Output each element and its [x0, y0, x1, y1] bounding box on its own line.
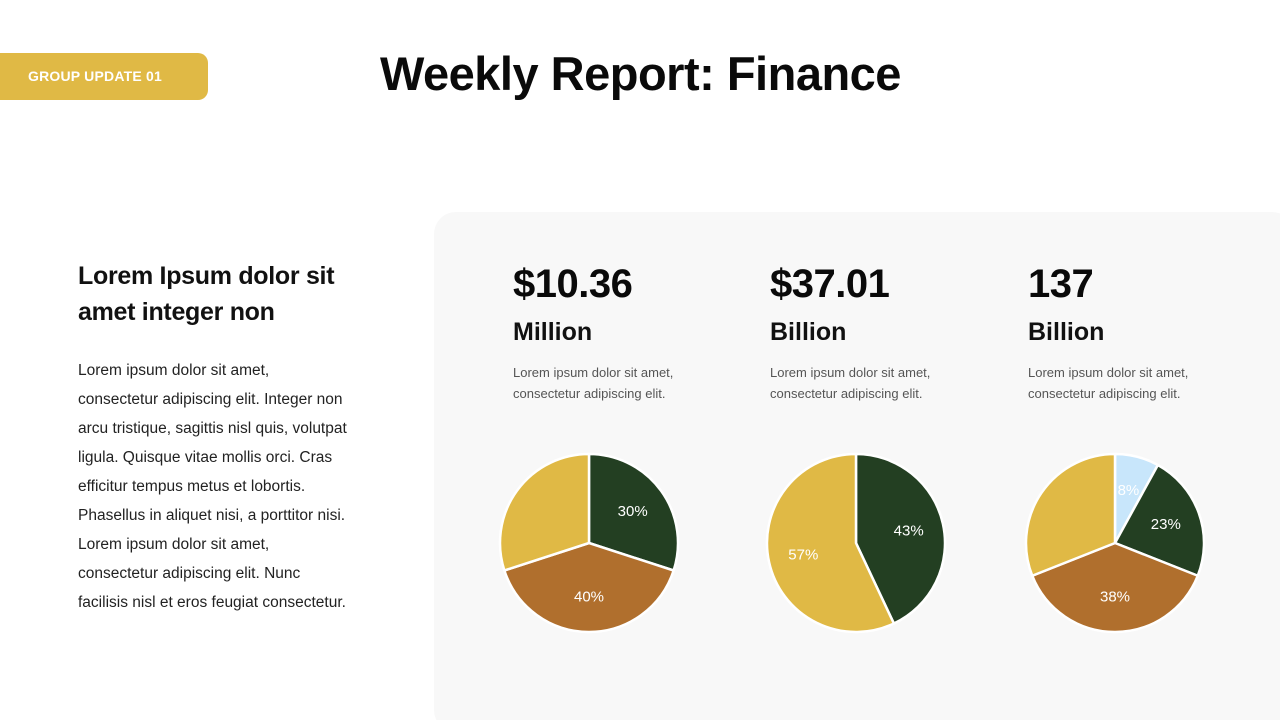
stat-unit: Million: [513, 318, 593, 346]
stat-description: Lorem ipsum dolor sit amet, consectetur …: [770, 365, 931, 401]
pie-slice-3: [1031, 541, 1199, 634]
page-title: Weekly Report: Finance: [380, 47, 901, 100]
stat-value: $10.36: [513, 262, 633, 306]
pie-slice-label: 38%: [1100, 589, 1130, 606]
stat-unit: Billion: [1028, 318, 1105, 346]
stat-unit: Billion: [770, 318, 847, 346]
pie-slice-1: [587, 452, 680, 572]
stat-description: Lorem ipsum dolor sit amet, consectetur …: [1028, 365, 1189, 401]
stat-description: Lorem ipsum dolor sit amet, consectetur …: [513, 365, 674, 401]
pie-slice-2: [765, 452, 896, 634]
intro-heading: Lorem Ipsum dolor sit amet integer non: [78, 262, 335, 326]
pie-slice-label: 23%: [1151, 516, 1181, 533]
intro-body: Lorem ipsum dolor sit amet, consectetur …: [78, 362, 347, 611]
pie-slice-label: 57%: [788, 546, 818, 563]
pie-slice-2: [503, 541, 675, 634]
pie-chart-1: 30% 40%: [498, 452, 680, 634]
pie-slice-4: [1024, 452, 1117, 578]
stat-column-3: 137 Billion Lorem ipsum dolor sit amet, …: [1028, 256, 1248, 404]
pie-slice-2: [1113, 463, 1206, 578]
pie-slice-label: 43%: [894, 523, 924, 540]
pie-slice-label: 40%: [574, 589, 604, 606]
pie-slice-label: 8%: [1118, 482, 1140, 499]
pie-slice-1: [854, 452, 947, 625]
pie-chart-3: 8% 23% 38%: [1024, 452, 1206, 634]
stat-value: $37.01: [770, 262, 890, 306]
pie-chart-2: 43% 57%: [765, 452, 947, 634]
group-update-tag: GROUP UPDATE 01: [0, 53, 208, 100]
stat-column-2: $37.01 Billion Lorem ipsum dolor sit ame…: [770, 256, 990, 404]
stat-column-1: $10.36 Million Lorem ipsum dolor sit ame…: [513, 256, 733, 404]
pie-slice-3: [498, 452, 591, 572]
pie-slice-label: 30%: [618, 503, 648, 520]
stat-value: 137: [1028, 262, 1094, 306]
